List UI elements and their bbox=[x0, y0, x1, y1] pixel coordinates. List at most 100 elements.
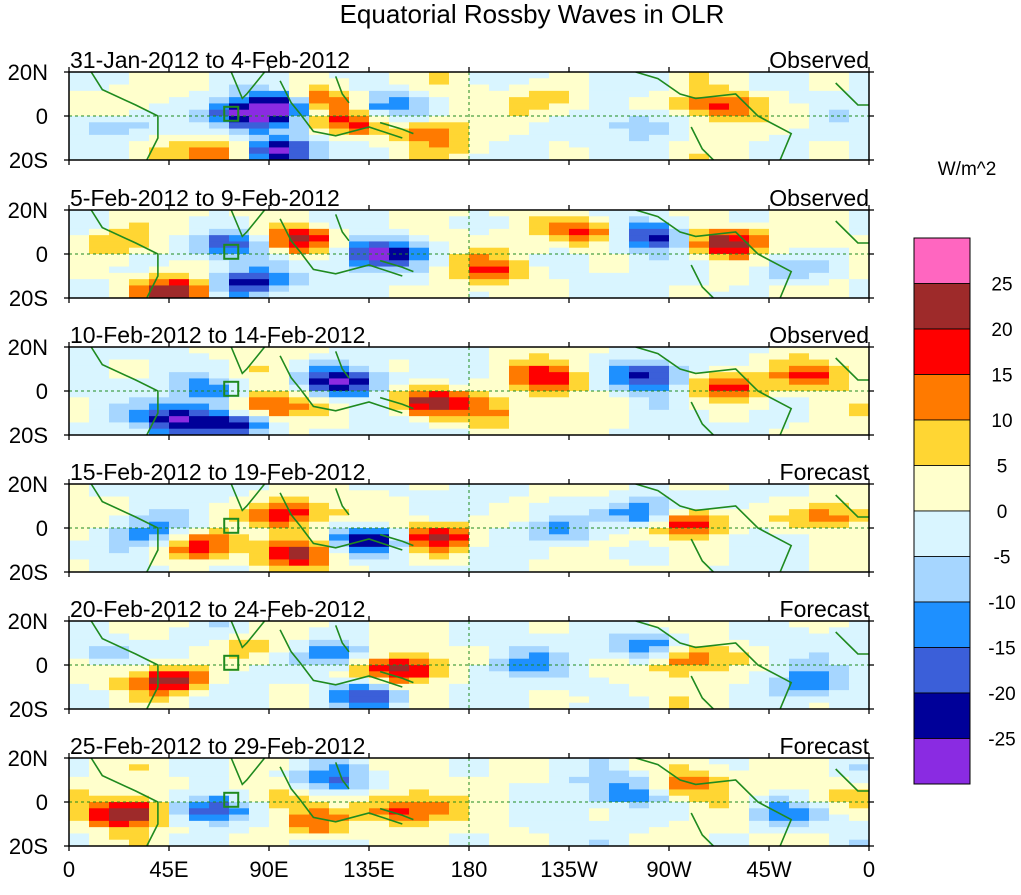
anomaly-cell bbox=[329, 365, 350, 373]
anomaly-cell bbox=[829, 646, 850, 654]
anomaly-cell bbox=[589, 764, 610, 772]
anomaly-cell bbox=[509, 509, 530, 517]
anomaly-cell bbox=[229, 795, 250, 803]
anomaly-cell bbox=[269, 515, 290, 523]
anomaly-cell bbox=[69, 808, 90, 816]
anomaly-cell bbox=[629, 546, 650, 554]
anomaly-cell bbox=[809, 646, 830, 654]
anomaly-cell bbox=[649, 141, 670, 149]
anomaly-cell bbox=[129, 484, 150, 491]
anomaly-cell bbox=[649, 347, 670, 354]
anomaly-cell bbox=[509, 646, 530, 654]
anomaly-cell bbox=[249, 540, 270, 548]
anomaly-cell bbox=[329, 690, 350, 698]
coastline bbox=[90, 210, 159, 298]
anomaly-cell bbox=[769, 652, 790, 660]
anomaly-cell bbox=[289, 372, 310, 380]
anomaly-cell bbox=[249, 671, 270, 679]
anomaly-cell bbox=[789, 808, 810, 816]
anomaly-cell bbox=[229, 839, 250, 846]
anomaly-cell bbox=[229, 690, 250, 698]
anomaly-cell bbox=[309, 534, 330, 542]
anomaly-cell bbox=[309, 260, 330, 268]
anomaly-cell bbox=[109, 646, 130, 654]
anomaly-cell bbox=[349, 789, 370, 797]
anomaly-cell bbox=[849, 484, 869, 491]
anomaly-cell bbox=[809, 671, 830, 679]
anomaly-cell bbox=[849, 266, 869, 274]
anomaly-cell bbox=[609, 210, 630, 217]
anomaly-cell bbox=[729, 235, 750, 243]
anomaly-cell bbox=[229, 347, 250, 354]
anomaly-cell bbox=[409, 353, 430, 361]
anomaly-cell bbox=[729, 808, 750, 816]
anomaly-cell bbox=[389, 347, 410, 354]
anomaly-cell bbox=[509, 372, 530, 380]
anomaly-cell bbox=[589, 820, 610, 828]
anomaly-cell bbox=[749, 403, 770, 411]
anomaly-cell bbox=[389, 247, 410, 255]
anomaly-cell bbox=[129, 359, 150, 367]
anomaly-cell bbox=[269, 84, 290, 92]
anomaly-cell bbox=[309, 122, 330, 130]
anomaly-cell bbox=[309, 109, 330, 117]
anomaly-cell bbox=[589, 391, 610, 398]
anomaly-cell bbox=[89, 758, 110, 765]
anomaly-cell bbox=[289, 621, 310, 628]
anomaly-cell bbox=[309, 665, 330, 672]
anomaly-cell bbox=[489, 621, 510, 628]
anomaly-cell bbox=[289, 814, 310, 822]
anomaly-cell bbox=[109, 103, 130, 111]
anomaly-cell bbox=[709, 546, 730, 554]
anomaly-cell bbox=[429, 665, 450, 672]
anomaly-cell bbox=[749, 820, 770, 828]
anomaly-cell bbox=[629, 347, 650, 354]
anomaly-cell bbox=[469, 141, 490, 149]
anomaly-cell bbox=[469, 409, 490, 417]
anomaly-cell bbox=[389, 808, 410, 816]
anomaly-cell bbox=[449, 235, 470, 243]
y-tick-label: 0 bbox=[36, 242, 48, 267]
anomaly-cell bbox=[649, 90, 670, 98]
anomaly-cell bbox=[69, 272, 90, 280]
anomaly-cell bbox=[129, 509, 150, 517]
anomaly-cell bbox=[669, 210, 690, 217]
anomaly-cell bbox=[89, 509, 110, 517]
anomaly-cell bbox=[109, 128, 130, 136]
anomaly-cell bbox=[529, 359, 550, 367]
anomaly-cell bbox=[689, 391, 710, 398]
anomaly-cell bbox=[829, 216, 850, 224]
anomaly-cell bbox=[469, 272, 490, 280]
anomaly-cell bbox=[249, 97, 270, 105]
anomaly-cell bbox=[169, 416, 190, 424]
anomaly-cell bbox=[369, 496, 390, 504]
anomaly-cell bbox=[269, 378, 290, 386]
anomaly-cell bbox=[189, 72, 210, 79]
anomaly-cell bbox=[669, 633, 690, 641]
anomaly-cell bbox=[709, 677, 730, 685]
anomaly-cell bbox=[189, 776, 210, 784]
anomaly-cell bbox=[129, 540, 150, 548]
anomaly-cell bbox=[529, 484, 550, 491]
anomaly-cell bbox=[309, 671, 330, 679]
anomaly-cell bbox=[549, 671, 570, 679]
anomaly-cell bbox=[229, 814, 250, 822]
anomaly-cell bbox=[729, 216, 750, 224]
anomaly-cell bbox=[489, 783, 510, 791]
anomaly-cell bbox=[429, 658, 450, 666]
anomaly-cell bbox=[569, 776, 590, 784]
anomaly-cell bbox=[709, 378, 730, 386]
anomaly-cell bbox=[669, 279, 690, 287]
anomaly-cell bbox=[529, 422, 550, 430]
anomaly-cell bbox=[709, 403, 730, 411]
anomaly-cell bbox=[169, 122, 190, 130]
anomaly-cell bbox=[789, 109, 810, 117]
anomaly-cell bbox=[809, 521, 830, 529]
anomaly-cell bbox=[329, 652, 350, 660]
anomaly-cell bbox=[129, 216, 150, 224]
anomaly-cell bbox=[649, 222, 670, 230]
anomaly-cell bbox=[729, 285, 750, 293]
anomaly-cell bbox=[549, 128, 570, 136]
anomaly-cell bbox=[129, 802, 150, 809]
anomaly-cell bbox=[69, 683, 90, 691]
